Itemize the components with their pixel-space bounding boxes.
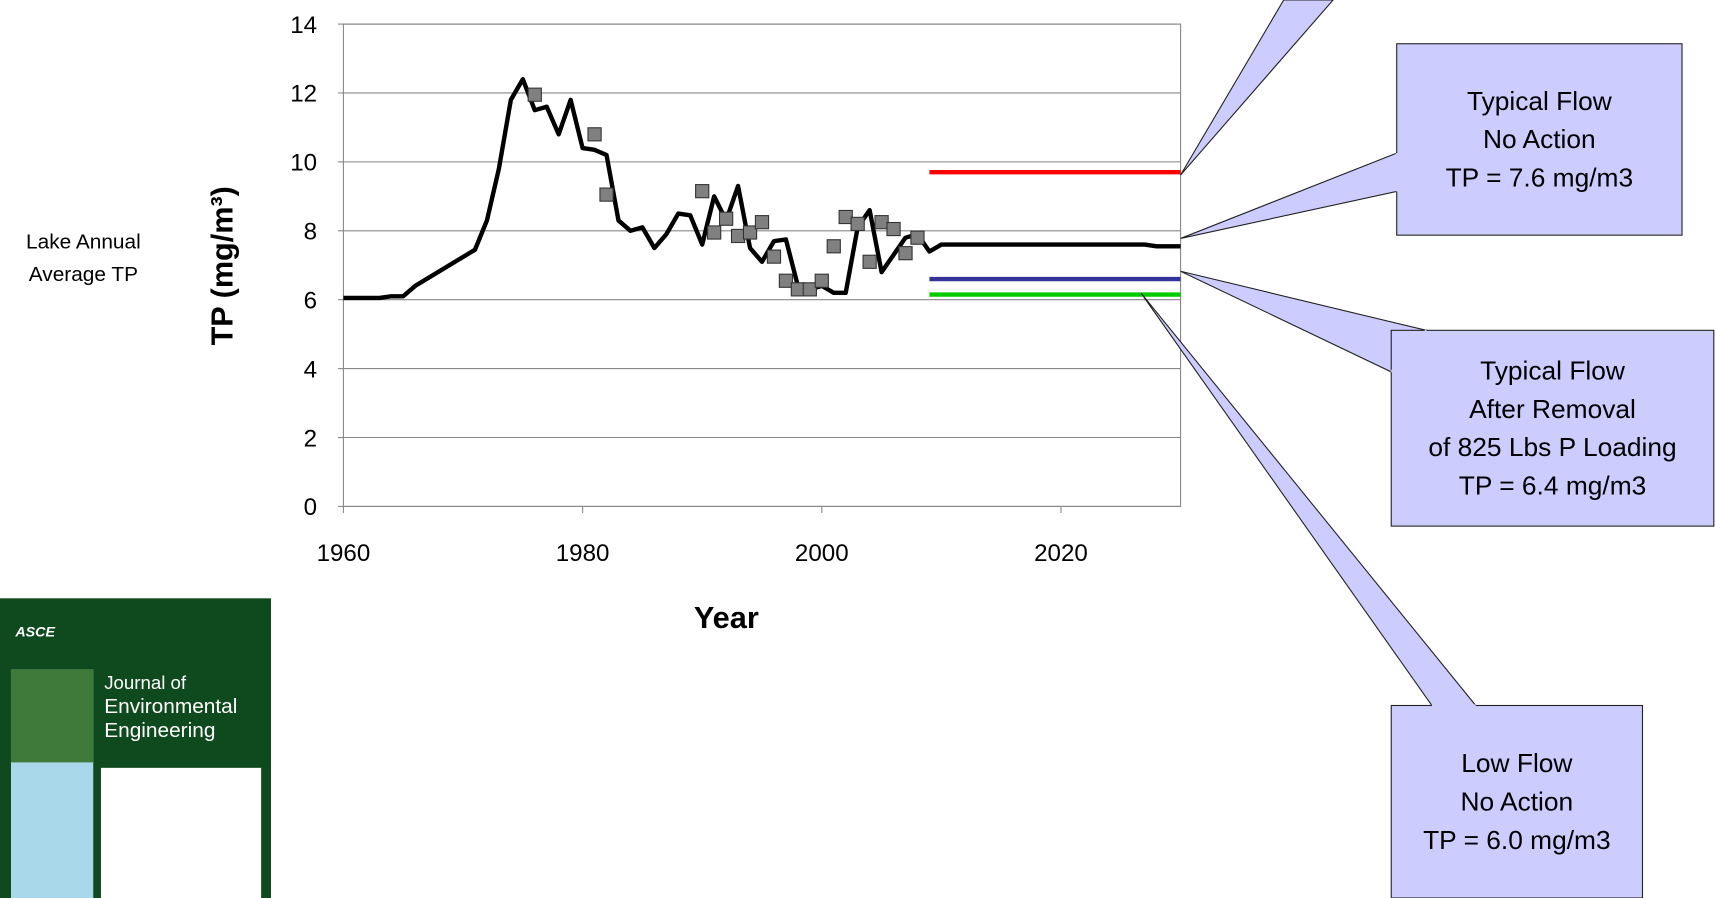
data-point — [851, 217, 864, 230]
cover-photo — [11, 669, 93, 762]
y-axis-title: TP (mg/m³) — [206, 186, 240, 345]
data-point — [720, 212, 733, 225]
data-point — [827, 240, 840, 253]
callout-pointer — [1181, 0, 1334, 175]
y-tick-label: 4 — [304, 356, 317, 383]
side-label: Lake Annual — [26, 230, 141, 253]
data-point — [791, 283, 804, 296]
y-tick-label: 14 — [290, 12, 317, 39]
y-tick-label: 2 — [304, 425, 317, 452]
y-tick-label: 8 — [304, 219, 317, 246]
y-tick-label: 6 — [304, 287, 317, 314]
cover-title: Engineering — [104, 719, 215, 742]
callout-pointer — [1181, 271, 1427, 372]
data-point — [887, 223, 900, 236]
x-tick-label: 1960 — [317, 540, 371, 567]
callout-text: No Action — [1483, 124, 1596, 154]
callout-text: No Action — [1461, 787, 1574, 817]
data-point — [743, 226, 756, 239]
callout-text: TP = 7.6 mg/m3 — [1446, 163, 1634, 193]
callout-pointer — [1181, 153, 1397, 238]
callout-text: TP = 6.0 mg/m3 — [1423, 825, 1611, 855]
data-point — [779, 274, 792, 287]
journal-cover: ASCE Journal of Environmental Engineerin… — [0, 598, 271, 898]
callout-text: of 825 Lbs P Loading — [1428, 432, 1676, 462]
cover-title: Journal of — [104, 672, 187, 693]
y-tick-label: 10 — [290, 150, 317, 177]
x-axis-title: Year — [694, 601, 759, 635]
x-tick-label: 2000 — [795, 540, 849, 567]
data-point — [815, 274, 828, 287]
data-point — [731, 229, 744, 242]
data-point — [863, 255, 876, 268]
callout-text: Low Flow — [1461, 748, 1573, 778]
data-point — [911, 231, 924, 244]
plot-area — [343, 24, 1180, 506]
data-point — [767, 250, 780, 263]
data-point — [875, 216, 888, 229]
cover-title: Environmental — [104, 695, 237, 718]
data-point — [600, 188, 613, 201]
data-point — [588, 128, 601, 141]
page: {"chart_data": {"type": "line", "x_label… — [0, 0, 1716, 898]
y-tick-label: 0 — [304, 494, 317, 521]
data-point — [803, 283, 816, 296]
side-label: Average TP — [29, 263, 138, 286]
cover-panel — [101, 768, 261, 898]
y-tick-label: 12 — [290, 81, 317, 108]
data-point — [899, 247, 912, 260]
cover-publisher: ASCE — [14, 625, 55, 641]
x-tick-label: 1980 — [556, 540, 610, 567]
data-point — [696, 185, 709, 198]
x-tick-label: 2020 — [1034, 540, 1088, 567]
data-point — [839, 210, 852, 223]
data-point — [528, 88, 541, 101]
callout-text: After Removal — [1469, 394, 1636, 424]
data-point — [708, 226, 721, 239]
data-point — [755, 216, 768, 229]
chart: ASCE Journal of Environmental Engineerin… — [0, 0, 1716, 898]
callout-text: TP = 6.4 mg/m3 — [1459, 470, 1647, 500]
callout-text: Typical Flow — [1467, 86, 1613, 116]
callout-text: Typical Flow — [1480, 356, 1626, 386]
